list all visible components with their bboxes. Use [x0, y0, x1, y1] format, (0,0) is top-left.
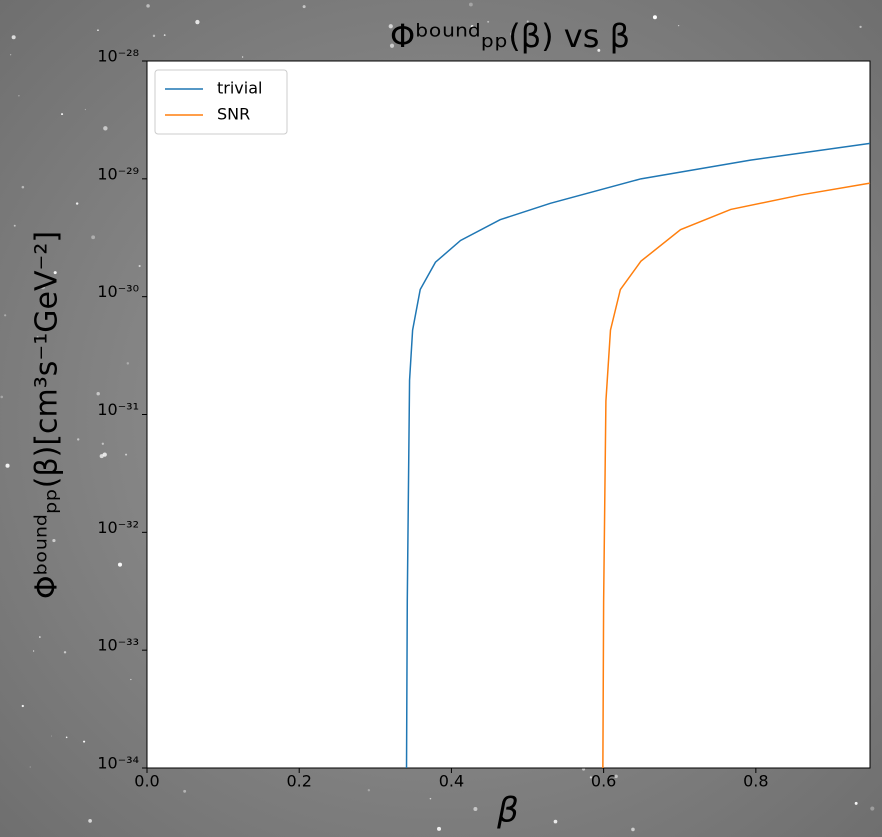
star	[429, 797, 432, 800]
star	[103, 126, 108, 131]
star	[0, 395, 4, 399]
star	[88, 819, 92, 823]
star	[97, 29, 99, 31]
star	[11, 35, 16, 40]
star	[470, 25, 474, 28]
star	[510, 31, 515, 37]
star	[10, 54, 12, 56]
star	[388, 24, 393, 29]
star	[53, 271, 57, 275]
star	[63, 651, 67, 654]
star	[130, 678, 132, 681]
y-tick-label: 10⁻²⁹	[97, 164, 139, 183]
star	[163, 34, 166, 36]
chart-title: Φᵇᵒᵘⁿᵈₚₚ(β) vs β	[390, 17, 630, 55]
star	[91, 235, 96, 240]
x-tick-label: 0.2	[286, 772, 311, 791]
star	[51, 735, 52, 737]
star	[41, 285, 45, 290]
star	[32, 650, 35, 652]
series-line	[405, 142, 871, 769]
star	[75, 202, 79, 205]
star	[5, 463, 10, 468]
star	[13, 224, 16, 227]
legend-label: SNR	[217, 105, 250, 124]
star	[84, 108, 87, 111]
star	[77, 438, 80, 441]
star	[614, 774, 618, 779]
star	[195, 19, 200, 25]
star	[39, 636, 41, 638]
star	[65, 736, 68, 739]
star	[436, 826, 442, 831]
star	[101, 442, 104, 445]
star	[473, 807, 478, 812]
star	[870, 806, 875, 811]
star	[677, 24, 680, 27]
y-tick-label: 10⁻³⁴	[97, 754, 139, 773]
y-axis-label: Φᵇᵒᵘⁿᵈₚₚ(β)[cm³s⁻¹GeV⁻²]	[30, 231, 65, 599]
star	[854, 801, 858, 805]
star	[597, 48, 601, 52]
star	[487, 20, 490, 23]
star	[83, 740, 86, 743]
star	[183, 789, 187, 793]
star	[241, 56, 244, 58]
star	[126, 362, 130, 365]
y-tick-label: 10⁻³²	[97, 518, 139, 537]
star	[652, 15, 657, 20]
x-axis-label: β	[496, 791, 519, 831]
x-tick-label: 0.0	[134, 772, 159, 791]
star	[302, 5, 306, 9]
star	[859, 25, 862, 29]
legend-label: trivial	[217, 79, 262, 98]
star	[589, 776, 593, 779]
series-line	[602, 182, 871, 769]
star	[468, 2, 473, 7]
star	[99, 454, 104, 459]
star	[152, 34, 156, 38]
star	[96, 391, 100, 396]
star	[21, 185, 25, 189]
x-tick-label: 0.4	[439, 772, 464, 791]
star	[18, 95, 20, 97]
star	[146, 4, 150, 8]
star	[52, 538, 56, 543]
x-tick-label: 0.8	[743, 772, 768, 791]
star	[138, 264, 141, 268]
y-tick-label: 10⁻³³	[97, 636, 139, 655]
plot-area	[146, 60, 871, 769]
star	[36, 336, 39, 339]
x-tick-label: 0.6	[591, 772, 616, 791]
star	[553, 819, 558, 824]
star	[4, 314, 7, 317]
star	[367, 789, 371, 792]
legend-box	[154, 69, 288, 135]
y-tick-label: 10⁻³¹	[97, 400, 139, 419]
star	[125, 453, 128, 456]
star	[29, 766, 31, 768]
star	[117, 562, 123, 567]
star	[631, 827, 635, 832]
star	[61, 113, 64, 116]
star	[586, 43, 589, 46]
star	[21, 704, 24, 708]
y-tick-label: 10⁻²⁸	[97, 47, 139, 66]
star	[526, 20, 529, 23]
star	[389, 43, 395, 48]
y-tick-label: 10⁻³⁰	[97, 282, 139, 301]
